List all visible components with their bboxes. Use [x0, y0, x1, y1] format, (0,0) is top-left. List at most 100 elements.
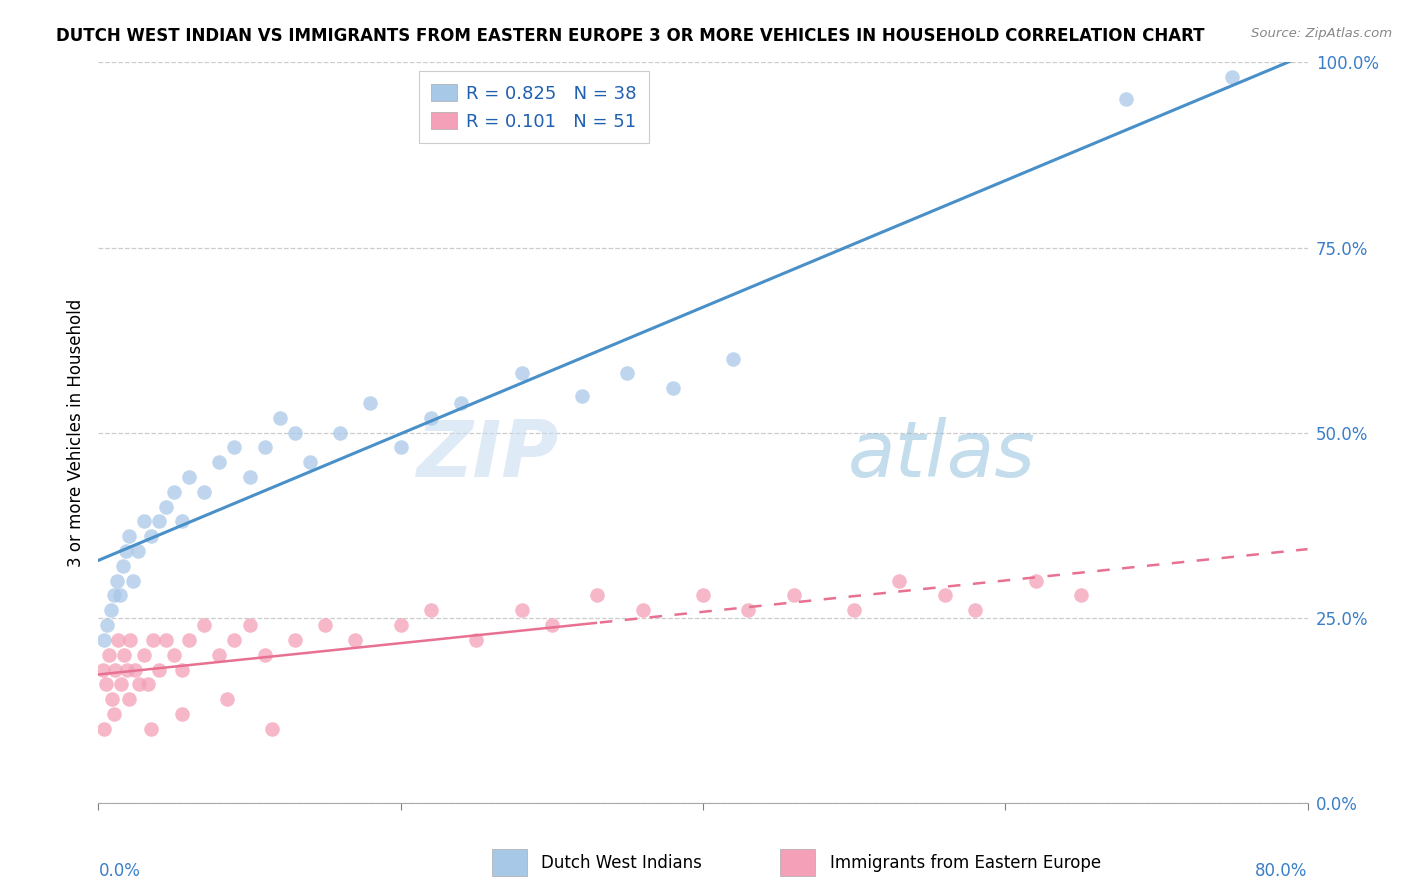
Point	[208, 455, 231, 469]
Point	[284, 425, 307, 440]
Point	[208, 648, 231, 662]
Point	[122, 574, 145, 588]
Point	[163, 484, 186, 499]
Text: DUTCH WEST INDIAN VS IMMIGRANTS FROM EASTERN EUROPE 3 OR MORE VEHICLES IN HOUSEH: DUTCH WEST INDIAN VS IMMIGRANTS FROM EAS…	[56, 27, 1205, 45]
Point	[148, 515, 170, 529]
Point	[118, 529, 141, 543]
Point	[253, 648, 276, 662]
Point	[115, 663, 138, 677]
Point	[136, 677, 159, 691]
Point	[616, 367, 638, 381]
Text: Dutch West Indians: Dutch West Indians	[541, 854, 702, 871]
Point	[103, 706, 125, 721]
Point	[155, 500, 177, 514]
Point	[450, 396, 472, 410]
Point	[148, 663, 170, 677]
Point	[420, 410, 443, 425]
Legend: R = 0.825   N = 38, R = 0.101   N = 51: R = 0.825 N = 38, R = 0.101 N = 51	[419, 71, 648, 144]
Point	[510, 603, 533, 617]
Point	[103, 589, 125, 603]
Point	[783, 589, 806, 603]
Point	[360, 396, 382, 410]
Point	[104, 663, 127, 677]
Point	[1220, 70, 1243, 85]
Point	[224, 441, 246, 455]
Point	[586, 589, 609, 603]
Point	[1070, 589, 1092, 603]
Point	[262, 722, 284, 736]
Point	[844, 603, 866, 617]
Point	[179, 632, 201, 647]
Text: ZIP: ZIP	[416, 417, 558, 493]
Point	[107, 632, 129, 647]
Point	[692, 589, 714, 603]
Point	[224, 632, 246, 647]
Point	[723, 351, 745, 366]
Point	[170, 515, 193, 529]
Point	[934, 589, 956, 603]
Text: 80.0%: 80.0%	[1256, 862, 1308, 880]
Point	[389, 618, 412, 632]
Point	[1024, 574, 1046, 588]
Point	[299, 455, 322, 469]
Point	[889, 574, 911, 588]
Point	[329, 425, 352, 440]
Point	[93, 632, 115, 647]
Point	[118, 692, 141, 706]
Point	[141, 529, 163, 543]
Point	[93, 722, 115, 736]
Point	[269, 410, 291, 425]
Point	[94, 677, 117, 691]
FancyBboxPatch shape	[492, 849, 527, 876]
Y-axis label: 3 or more Vehicles in Household: 3 or more Vehicles in Household	[66, 299, 84, 566]
Point	[465, 632, 488, 647]
Point	[344, 632, 367, 647]
Point	[114, 544, 136, 558]
Point	[120, 632, 142, 647]
Point	[112, 648, 135, 662]
Point	[101, 692, 124, 706]
Point	[155, 632, 177, 647]
FancyBboxPatch shape	[780, 849, 815, 876]
Point	[105, 574, 128, 588]
Point	[420, 603, 443, 617]
Point	[737, 603, 759, 617]
Point	[540, 618, 562, 632]
Text: Source: ZipAtlas.com: Source: ZipAtlas.com	[1251, 27, 1392, 40]
Point	[132, 648, 155, 662]
Point	[284, 632, 307, 647]
Point	[108, 589, 131, 603]
Point	[163, 648, 186, 662]
Point	[124, 663, 146, 677]
Text: atlas: atlas	[848, 417, 1036, 493]
Point	[91, 663, 114, 677]
Point	[661, 381, 683, 395]
Point	[141, 722, 163, 736]
Point	[215, 692, 238, 706]
Point	[98, 648, 121, 662]
Point	[253, 441, 276, 455]
Point	[314, 618, 336, 632]
Point	[127, 544, 149, 558]
Point	[631, 603, 654, 617]
Point	[132, 515, 155, 529]
Point	[510, 367, 533, 381]
Point	[142, 632, 165, 647]
Point	[965, 603, 987, 617]
Point	[389, 441, 412, 455]
Point	[1115, 92, 1137, 106]
Point	[239, 618, 262, 632]
Point	[179, 470, 201, 484]
Text: Immigrants from Eastern Europe: Immigrants from Eastern Europe	[830, 854, 1101, 871]
Point	[170, 663, 193, 677]
Point	[193, 484, 215, 499]
Point	[96, 618, 118, 632]
Point	[571, 388, 593, 402]
Text: 0.0%: 0.0%	[98, 862, 141, 880]
Point	[128, 677, 150, 691]
Point	[239, 470, 262, 484]
Point	[100, 603, 122, 617]
Point	[193, 618, 215, 632]
Point	[170, 706, 193, 721]
Point	[110, 677, 132, 691]
